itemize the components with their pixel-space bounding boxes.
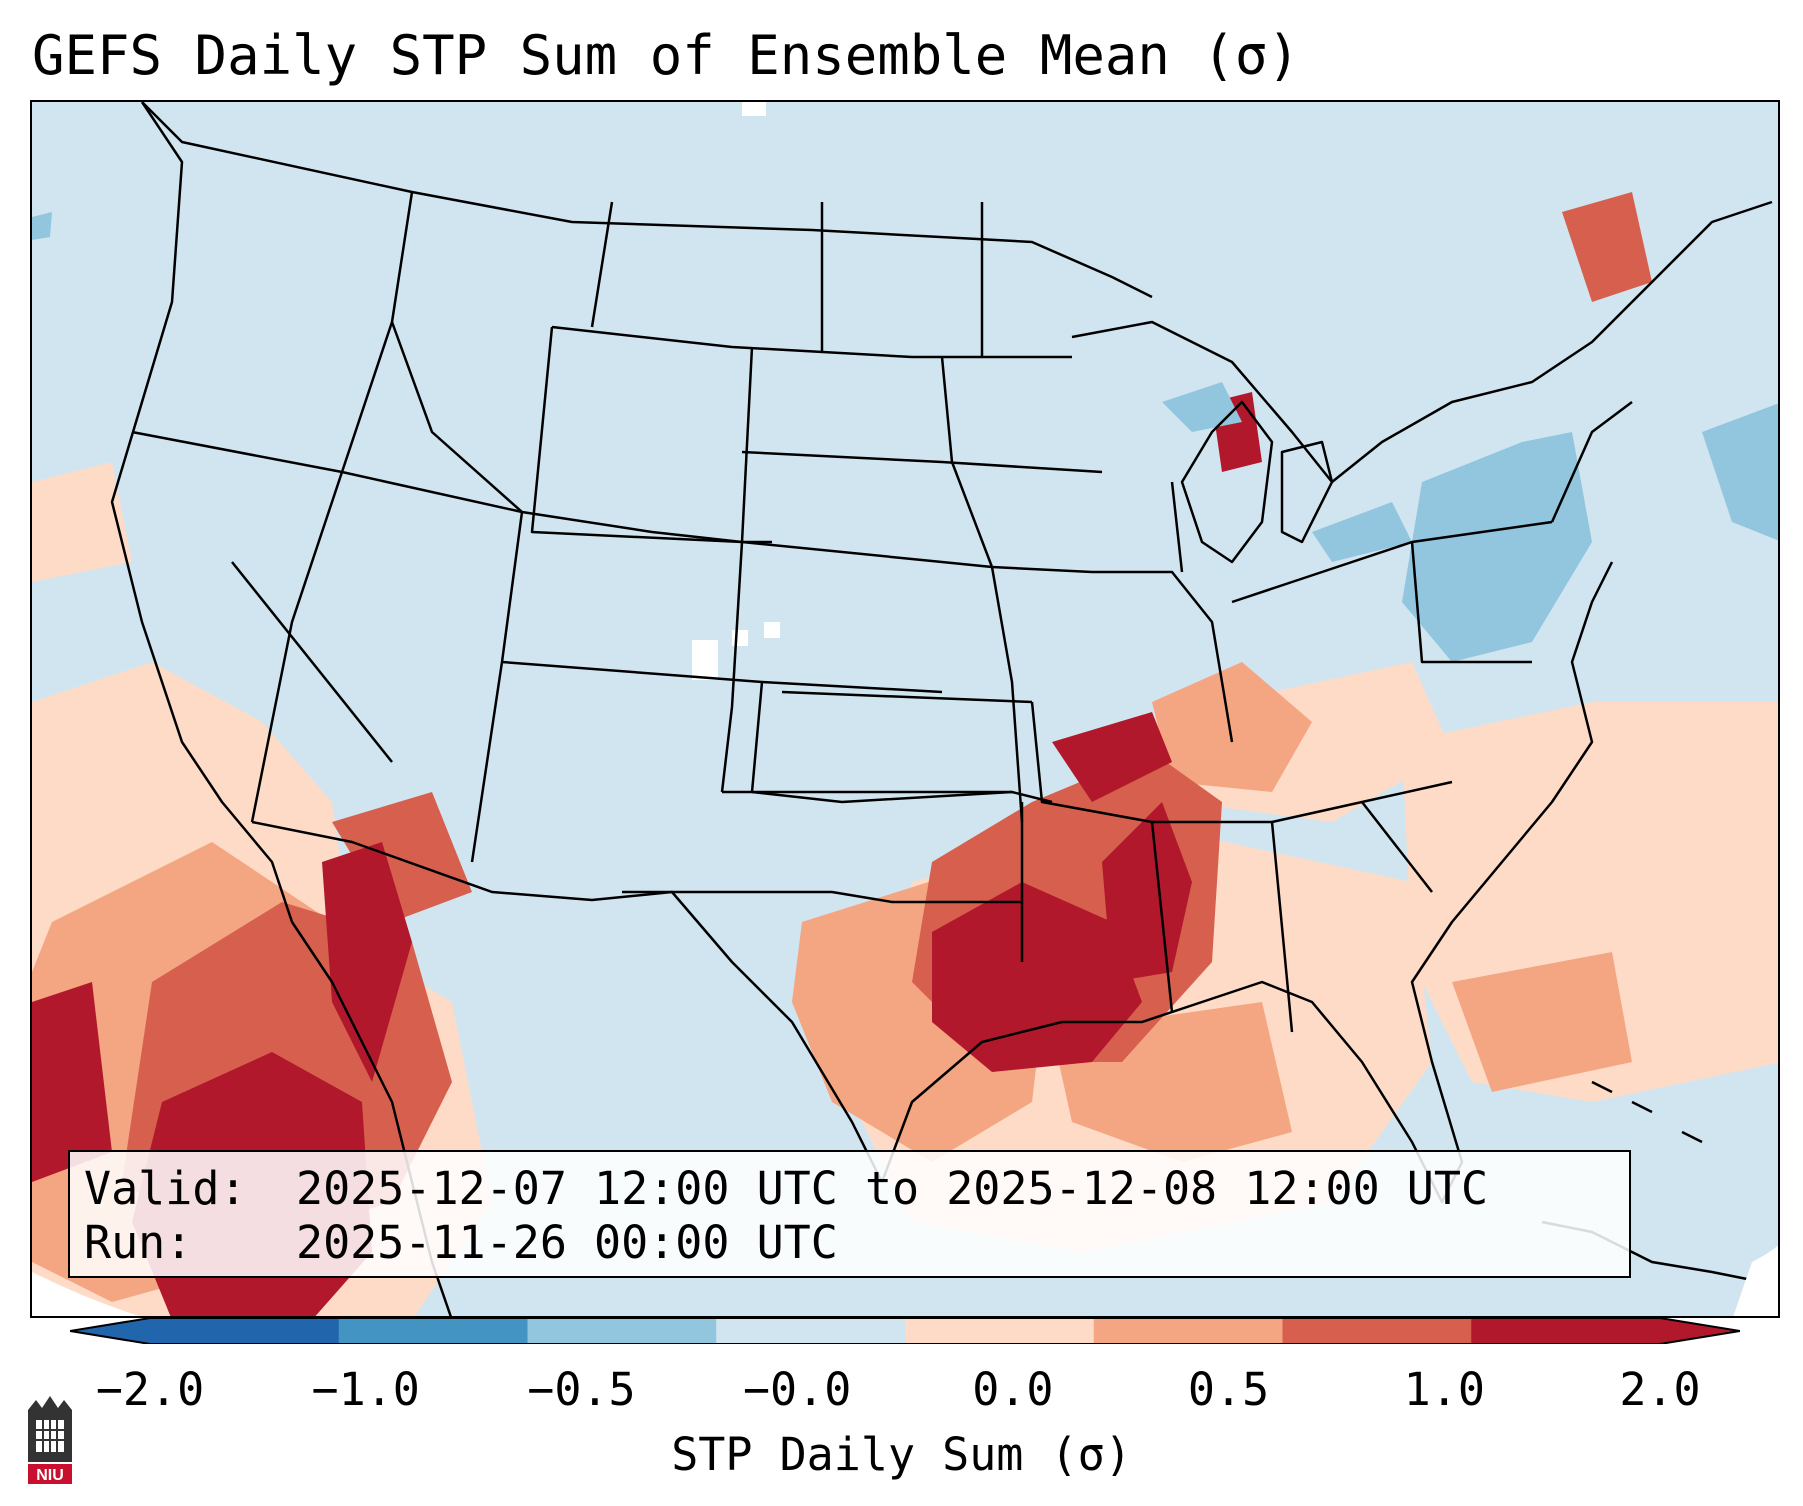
valid-run-info-box: Valid: 2025-12-07 12:00 UTC to 2025-12-08… bbox=[68, 1150, 1631, 1278]
colorbar-segment bbox=[1093, 1318, 1283, 1344]
colorbar-segment bbox=[338, 1318, 528, 1344]
colorbar-label: STP Daily Sum (σ) bbox=[671, 1428, 1132, 1481]
chart-title: GEFS Daily STP Sum of Ensemble Mean (σ) bbox=[32, 24, 1300, 87]
colorbar-segment bbox=[716, 1318, 906, 1344]
colorbar-under-triangle bbox=[70, 1318, 150, 1344]
colorbar-segment bbox=[1282, 1318, 1472, 1344]
run-label: Run: bbox=[84, 1216, 193, 1269]
colorbar-tick-label: 1.0 bbox=[1403, 1363, 1485, 1416]
colorbar-segment bbox=[1471, 1318, 1661, 1344]
colorbar-tick-label: −1.0 bbox=[311, 1363, 420, 1416]
colorbar-tick-label: 0.0 bbox=[972, 1363, 1054, 1416]
colorbar-segment bbox=[527, 1318, 717, 1344]
colorbar-segment bbox=[905, 1318, 1095, 1344]
valid-time: 2025-12-07 12:00 UTC to 2025-12-08 12:00… bbox=[296, 1162, 1489, 1215]
anomaly-negative-regions bbox=[32, 212, 1778, 662]
run-time: 2025-11-26 00:00 UTC bbox=[296, 1216, 838, 1269]
colorbar-tick-label: 2.0 bbox=[1619, 1363, 1701, 1416]
valid-label: Valid: bbox=[84, 1162, 247, 1215]
map-panel bbox=[30, 100, 1780, 1318]
colorbar-tick-label: −0.0 bbox=[742, 1363, 852, 1416]
colorbar-tick-label: −2.0 bbox=[95, 1363, 205, 1416]
colorbar-tick-label: −0.5 bbox=[527, 1363, 636, 1416]
colorbar-over-triangle bbox=[1660, 1318, 1740, 1344]
niu-logo-icon: NIU bbox=[28, 1396, 72, 1484]
colorbar-tick-label: 0.5 bbox=[1187, 1363, 1270, 1416]
niu-logo-text: NIU bbox=[36, 1467, 64, 1484]
projection-edge bbox=[32, 1245, 1778, 1316]
colorbar-segments bbox=[150, 1318, 1661, 1344]
colorbar bbox=[70, 1318, 1740, 1344]
colorbar-segment bbox=[150, 1318, 340, 1344]
